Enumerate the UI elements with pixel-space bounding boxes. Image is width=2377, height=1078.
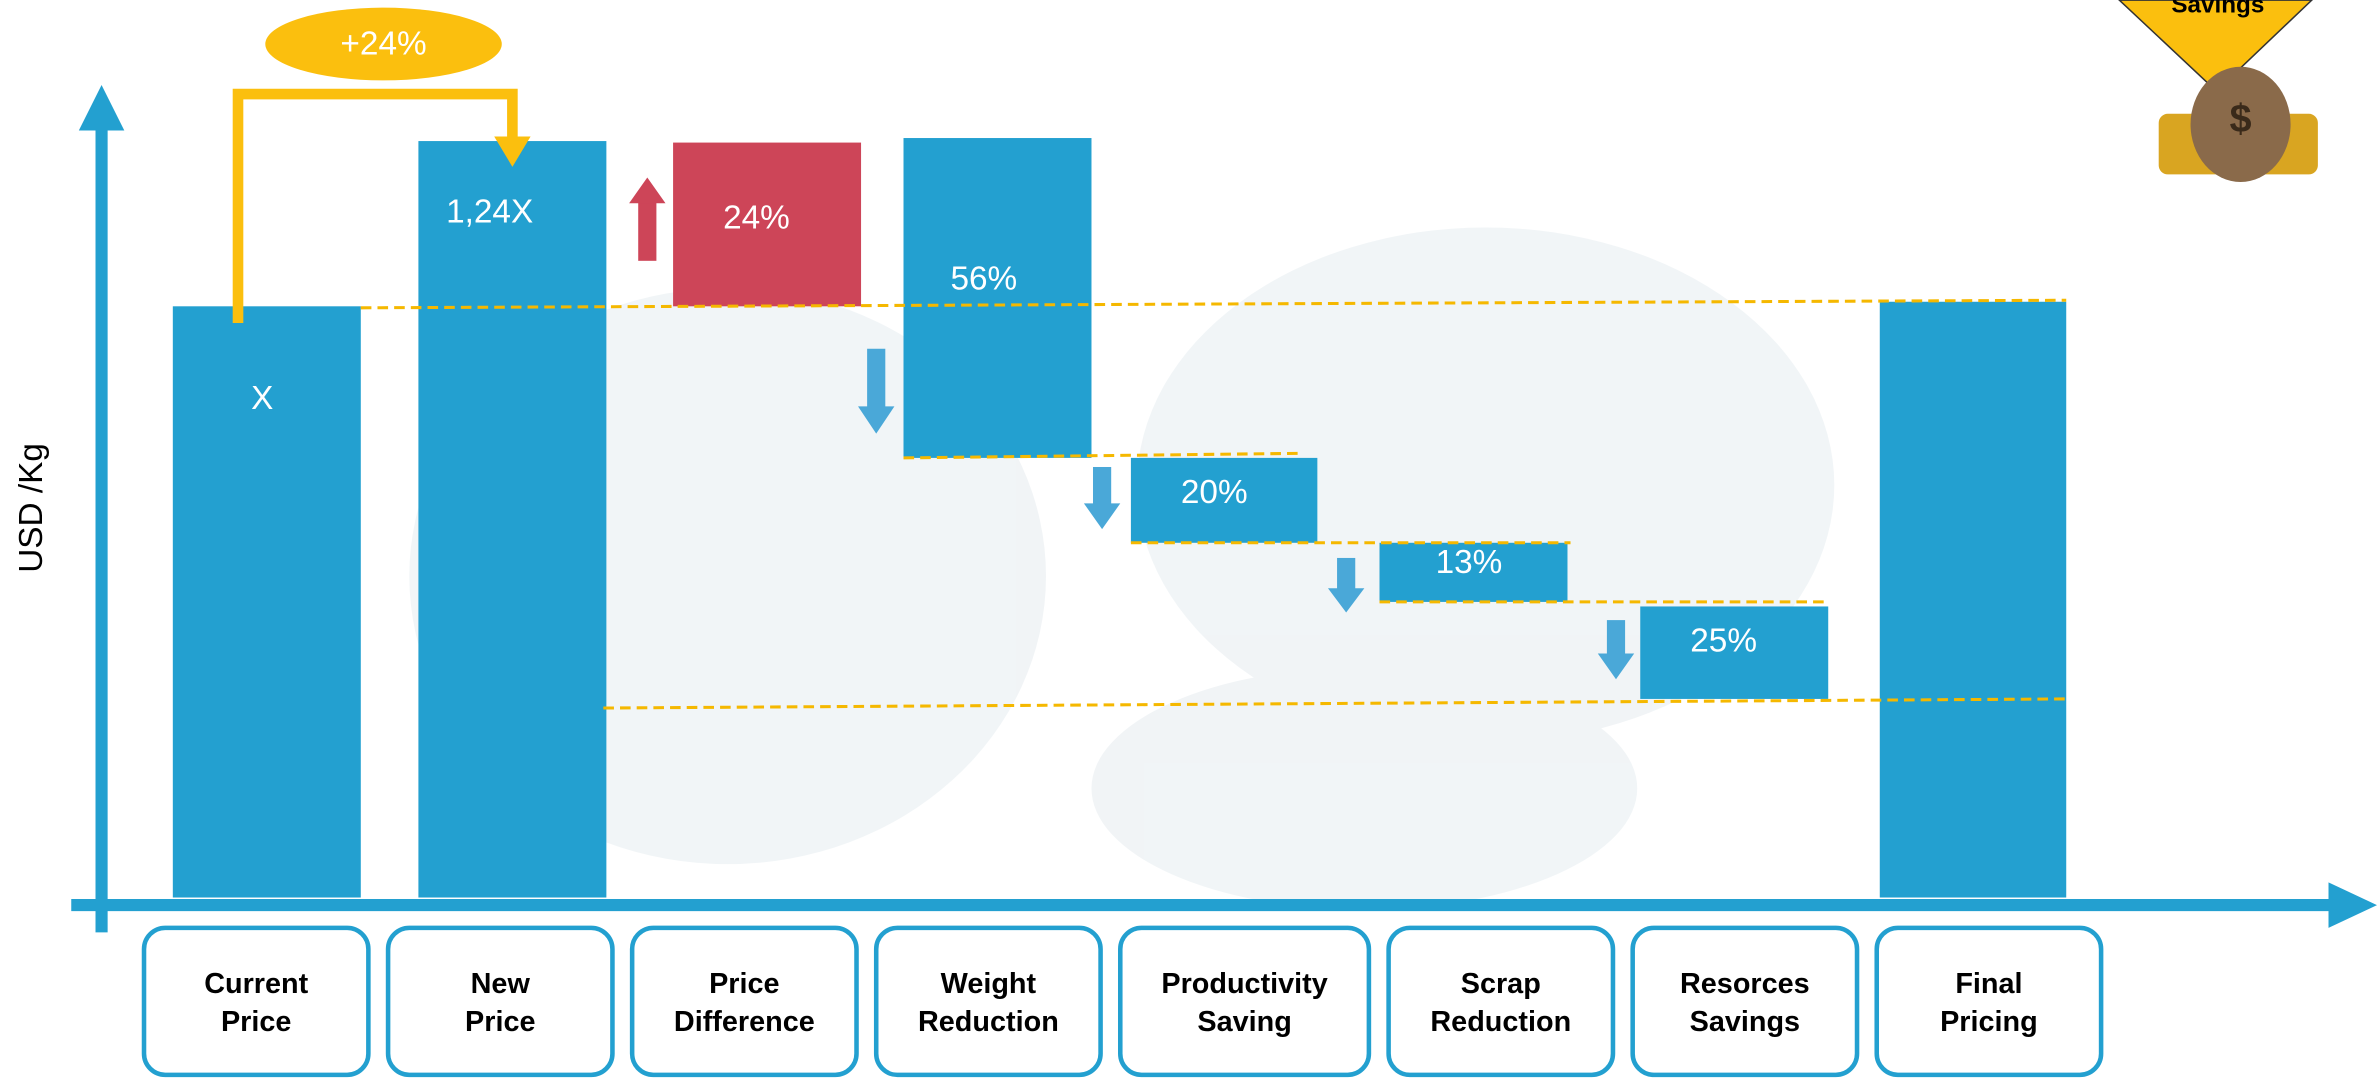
category-box [1389,928,1613,1075]
category-label: Price [221,1006,291,1038]
category-label: Saving [1197,1006,1291,1038]
category-box [388,928,612,1075]
category-label: Savings [1690,1006,1800,1038]
category-box [632,928,856,1075]
bar [904,138,1092,458]
bar [418,141,606,897]
bar-label: 24% [723,200,790,237]
bar-label: 20% [1181,474,1248,511]
category-label: Price [709,968,779,1000]
bar [1880,302,2066,898]
savings-label: Savings [2171,0,2264,19]
bar-label: 1,24X [446,194,533,231]
background [409,227,1834,909]
x-axis-arrow [2328,882,2377,927]
category-label: Reduction [918,1006,1059,1038]
money-bag: $ [2159,67,2318,182]
y-axis-arrow [79,85,124,130]
bar-label: 25% [1690,623,1757,660]
category-label: Scrap [1461,968,1541,1000]
category-label: Difference [674,1006,815,1038]
category-label: Final [1955,968,2022,1000]
category-label: Price [465,1006,535,1038]
category-label: Current [204,968,308,1000]
bar-label: 13% [1436,544,1503,581]
category-box [876,928,1100,1075]
category-box [1633,928,1857,1075]
bar-label: X [251,380,273,417]
category-label: New [471,968,531,1000]
category-label: Productivity [1161,968,1327,1000]
bar-label: 56% [950,260,1017,297]
increase-label: +24% [340,25,426,62]
category-label: Resorces [1680,968,1810,1000]
category-boxes: Current Price New Price Price Difference Weigh… [144,928,2101,1075]
category-label: Pricing [1940,1006,2038,1038]
y-axis-label: USD /Kg [13,443,50,573]
category-label: Weight [941,968,1037,1000]
category-box [144,928,368,1075]
category-box [1877,928,2101,1075]
category-label: Reduction [1430,1006,1571,1038]
diagram: USD /Kg +24% X 1,24X 24% 56% 20% 13% 25% [0,0,2377,1078]
category-box [1120,928,1369,1075]
svg-text:$: $ [2230,97,2252,141]
